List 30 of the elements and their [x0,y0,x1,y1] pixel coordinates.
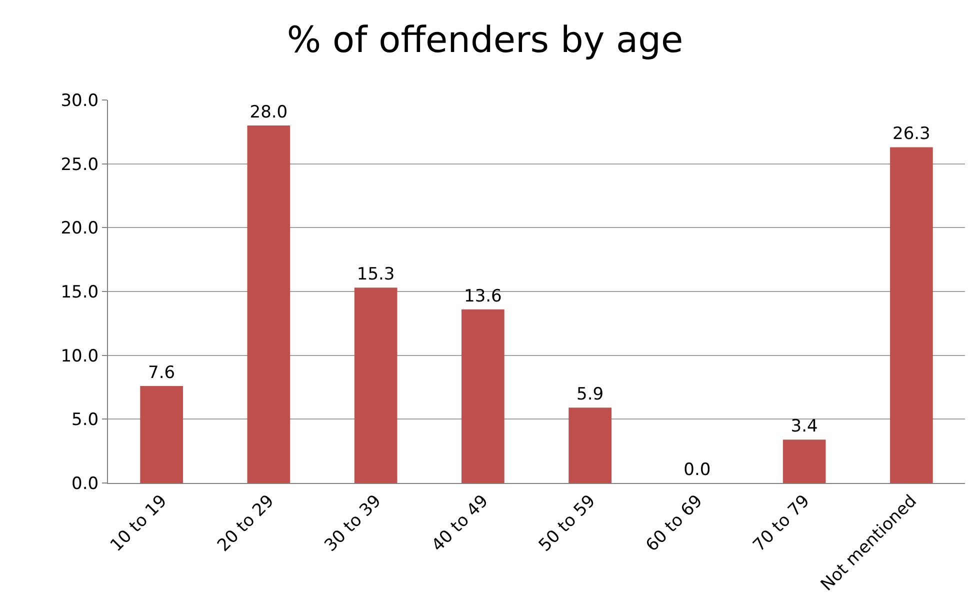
x-tick-label: 50 to 59 [535,491,600,556]
x-tick-label: 40 to 49 [428,491,492,556]
data-label: 7.6 [148,362,176,383]
data-label: 28.0 [250,102,288,123]
data-label: 3.4 [790,416,818,437]
y-tick-label: 5.0 [72,410,99,430]
x-tick-label: 70 to 79 [749,491,814,556]
x-tick-label: 60 to 69 [642,491,707,556]
data-label: 15.3 [356,264,395,285]
x-tick-label: 20 to 29 [214,491,278,556]
y-tick-label: 10.0 [60,346,99,366]
data-label: 13.6 [464,286,502,306]
bar [782,440,826,483]
bar [247,126,290,483]
bar [462,309,504,483]
bar [354,288,398,483]
y-tick-label: 0.0 [72,474,99,494]
chart-title: % of offenders by age [286,20,684,62]
x-tick-label: 10 to 19 [106,491,172,556]
y-tick-label: 25.0 [60,154,99,175]
y-tick-label: 20.0 [60,218,99,239]
bar [140,386,183,483]
data-label: 0.0 [684,460,711,480]
bar [568,408,612,483]
y-tick-label: 15.0 [60,282,99,302]
data-label: 5.9 [576,384,604,405]
x-tick-label: 30 to 39 [320,491,386,556]
bar [890,147,933,483]
y-tick-label: 30.0 [60,90,99,111]
data-label: 26.3 [892,124,930,144]
